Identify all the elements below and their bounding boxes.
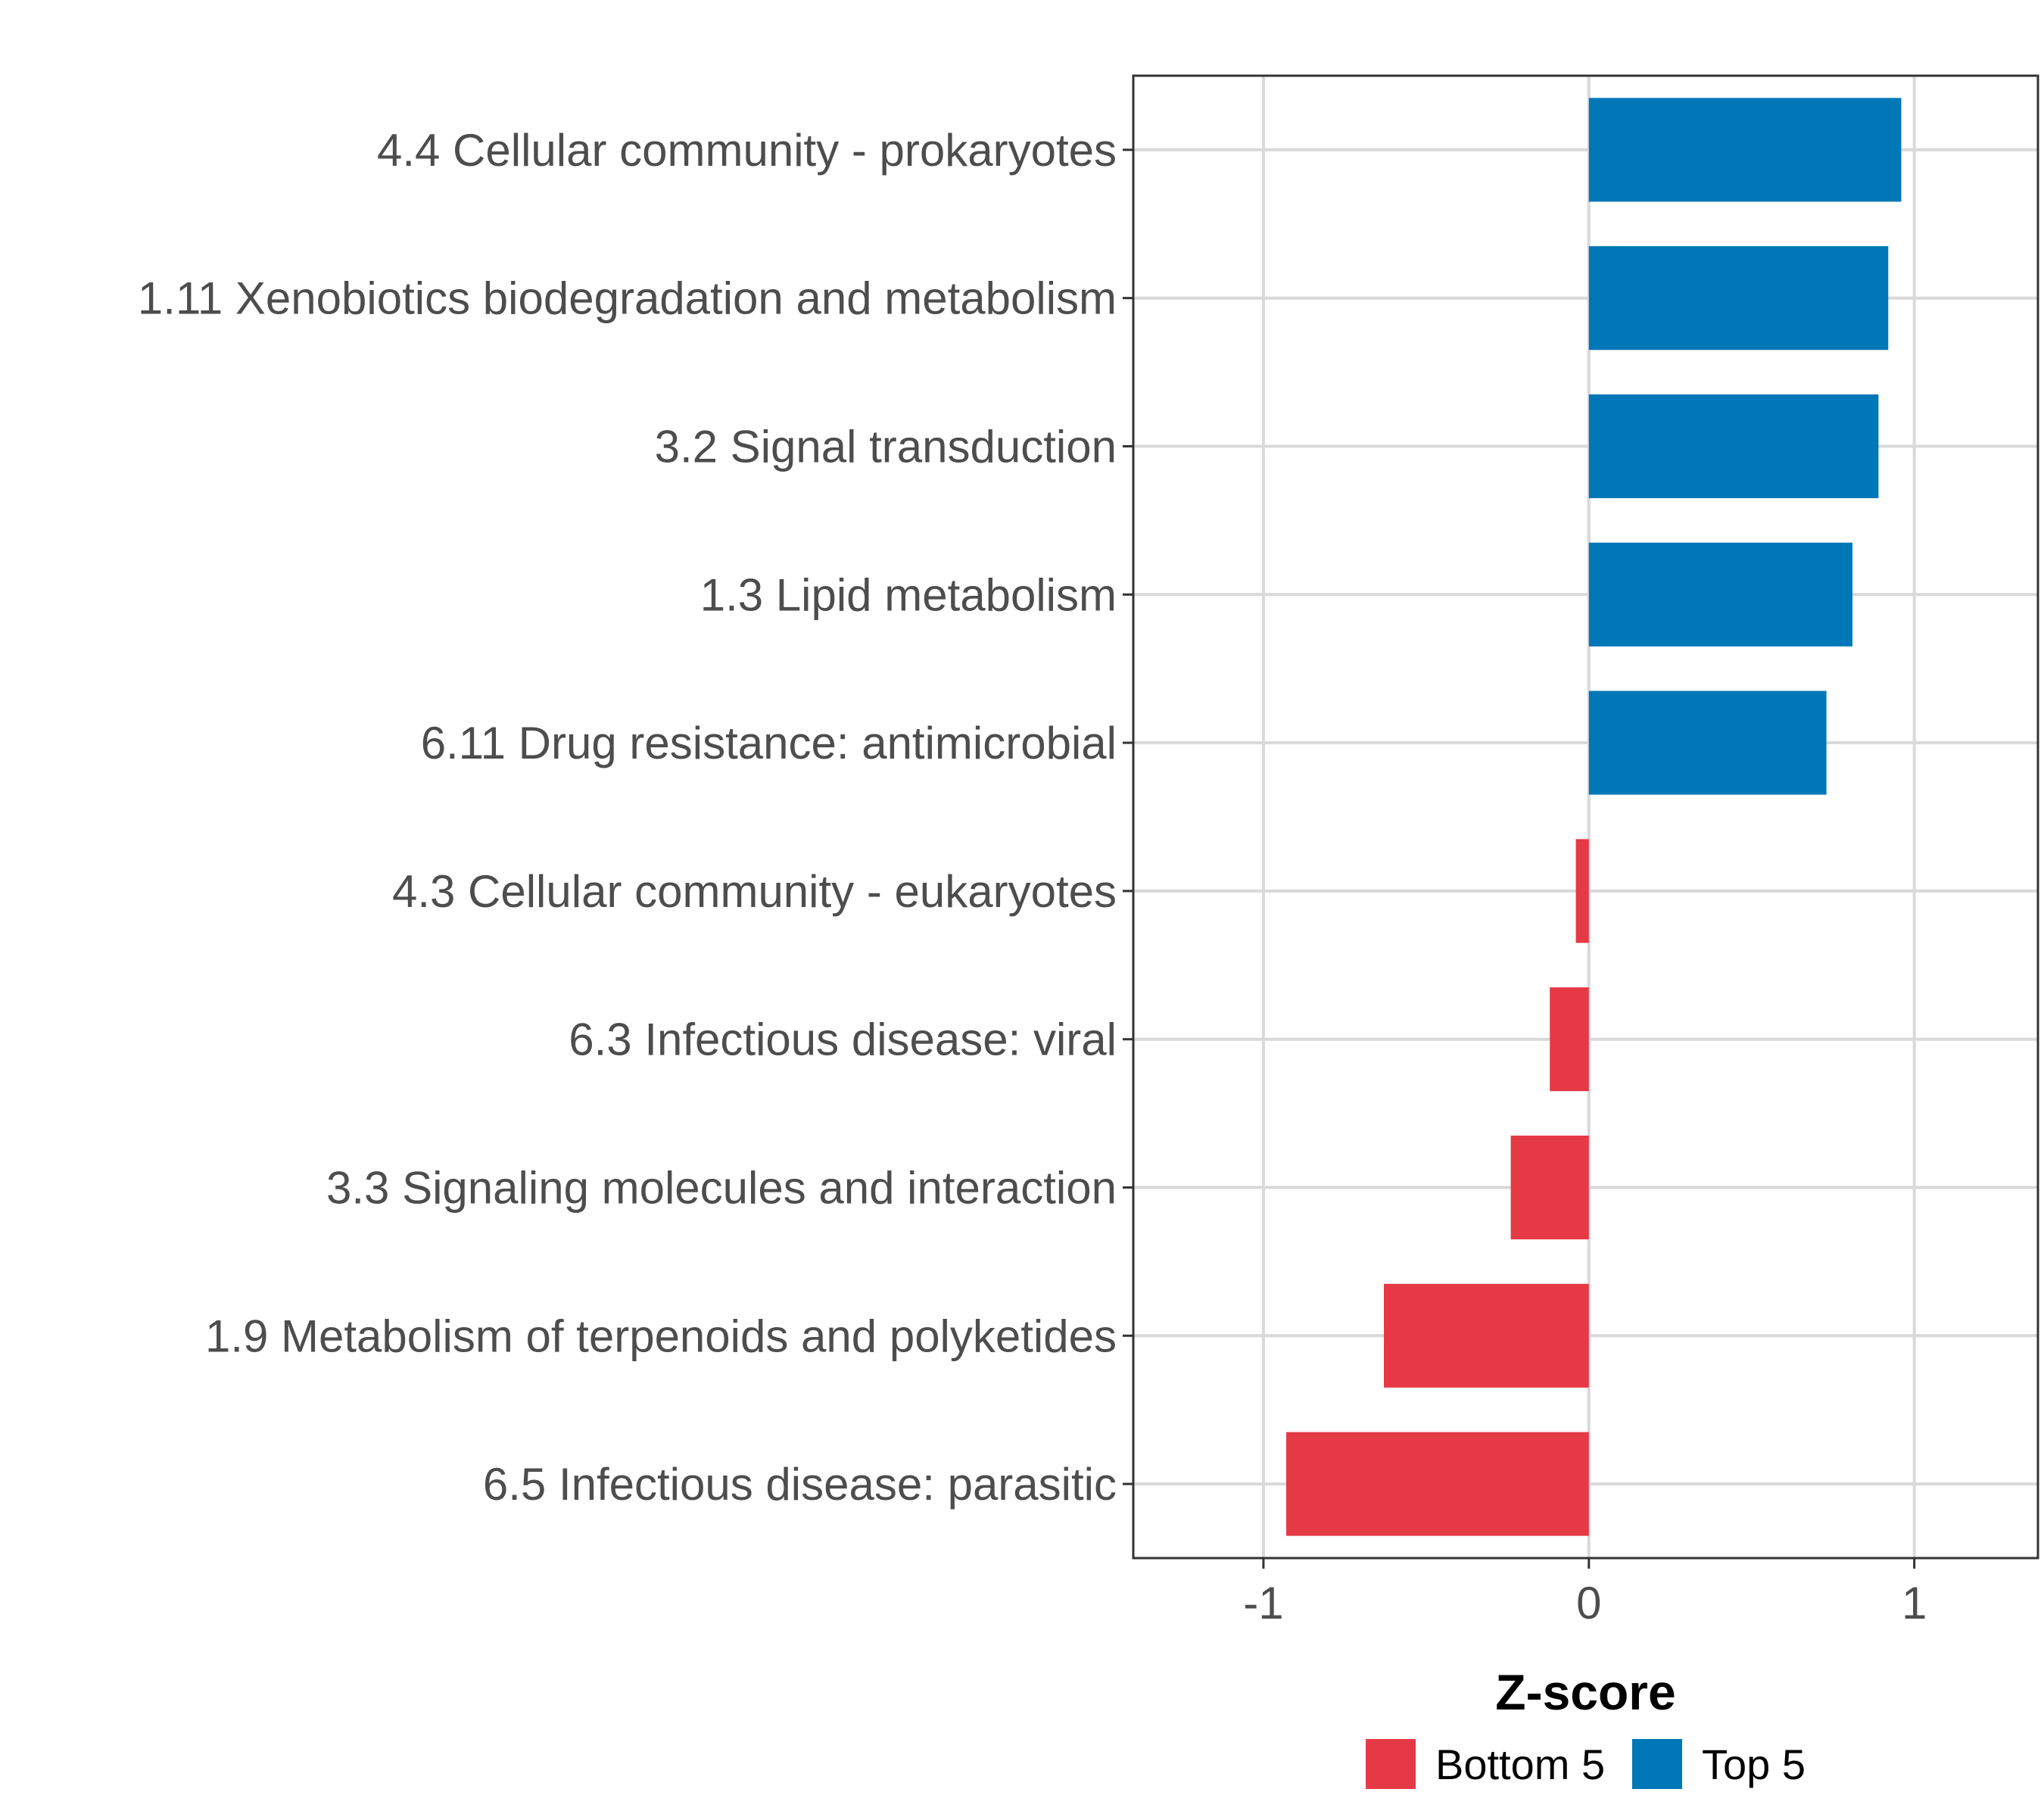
bar [1588, 690, 1827, 795]
y-tick-label: 3.3 Signaling molecules and interaction [326, 1163, 1117, 1214]
y-tick-label: 6.3 Infectious disease: viral [569, 1014, 1117, 1065]
plot-border [1132, 74, 2039, 1560]
x-tick-label: 0 [1576, 1578, 1601, 1628]
bar [1286, 1432, 1589, 1536]
x-tick-label: -1 [1243, 1578, 1283, 1628]
plot-area [1132, 74, 2039, 1560]
legend-swatch [1632, 1739, 1682, 1789]
bar [1383, 1283, 1589, 1388]
y-tick-label: 6.11 Drug resistance: antimicrobial [421, 718, 1117, 768]
legend-label: Bottom 5 [1435, 1741, 1605, 1788]
legend: Bottom 5 Top 5 [1366, 1739, 1806, 1789]
bar [1588, 98, 1902, 202]
bar [1550, 987, 1589, 1092]
bar [1588, 542, 1852, 647]
x-tick-label: 1 [1902, 1578, 1927, 1628]
bar [1588, 394, 1879, 499]
bar [1588, 246, 1889, 351]
y-tick-label: 1.9 Metabolism of terpenoids and polyket… [205, 1311, 1117, 1361]
y-tick-label: 1.3 Lipid metabolism [700, 569, 1117, 620]
x-axis-label: Z-score [1495, 1664, 1675, 1720]
x-axis: -1 0 1 [1243, 1558, 1927, 1628]
y-tick-label: 4.4 Cellular community - prokaryotes [377, 125, 1117, 176]
y-tick-label: 6.5 Infectious disease: parasitic [483, 1459, 1117, 1510]
legend-label: Top 5 [1702, 1741, 1806, 1788]
y-tick-label: 4.3 Cellular community - eukaryotes [392, 866, 1117, 917]
legend-swatch [1366, 1739, 1416, 1789]
y-axis: 4.4 Cellular community - prokaryotes 1.11… [138, 125, 1133, 1510]
bar [1510, 1135, 1589, 1240]
y-tick-label: 1.11 Xenobiotics biodegradation and meta… [138, 273, 1117, 324]
bar [1575, 839, 1589, 943]
y-tick-label: 3.2 Signal transduction [655, 422, 1117, 472]
